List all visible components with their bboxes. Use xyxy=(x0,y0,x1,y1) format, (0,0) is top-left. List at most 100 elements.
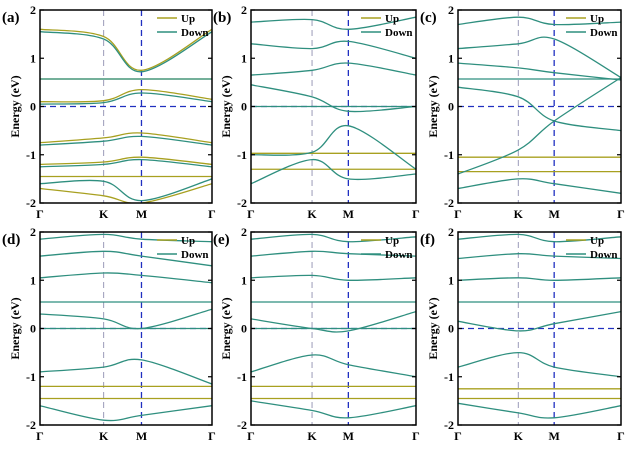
band-down xyxy=(251,125,416,170)
legend-label-up: Up xyxy=(590,235,604,247)
legend-label-up: Up xyxy=(181,235,195,247)
band-up xyxy=(40,88,212,103)
band-down xyxy=(40,358,212,385)
x-tick-label: M xyxy=(549,207,560,221)
y-tick-label: -2 xyxy=(237,418,247,432)
bands xyxy=(458,16,621,194)
band-down xyxy=(40,158,212,168)
legend-label-down: Down xyxy=(385,249,413,261)
y-tick-label: -2 xyxy=(26,418,36,432)
legend-label-down: Down xyxy=(385,27,413,39)
panel-label: (f) xyxy=(420,232,435,248)
band-up xyxy=(40,132,212,144)
y-tick-label: 2 xyxy=(448,3,454,17)
band-down xyxy=(251,310,416,333)
band-down xyxy=(40,135,212,146)
band-down xyxy=(458,310,621,332)
y-tick-label: -2 xyxy=(26,196,36,210)
band-down xyxy=(458,16,621,26)
y-tick-label: 0 xyxy=(241,322,247,336)
x-tick-label: Γ xyxy=(36,207,44,221)
legend-label-up: Up xyxy=(181,13,195,25)
legend: Up Down xyxy=(361,235,413,261)
legend-label-down: Down xyxy=(181,27,209,39)
y-axis-label: Energy (eV) xyxy=(219,297,233,359)
x-tick-label: K xyxy=(99,429,109,443)
x-tick-label: Γ xyxy=(454,429,462,443)
y-tick-label: -1 xyxy=(237,148,247,162)
band-down xyxy=(40,272,212,284)
y-tick-label: 2 xyxy=(30,3,36,17)
x-tick-label: Γ xyxy=(208,429,216,443)
y-tick-label: 2 xyxy=(30,225,36,239)
legend: Up Down xyxy=(566,235,618,261)
legend-label-down: Down xyxy=(590,27,618,39)
x-tick-label: M xyxy=(136,207,147,221)
band-down xyxy=(40,250,212,267)
band-down xyxy=(458,76,621,175)
y-tick-label: -2 xyxy=(444,196,454,210)
band-down xyxy=(251,400,416,419)
y-tick-label: -2 xyxy=(237,196,247,210)
band-down xyxy=(458,178,621,194)
bands xyxy=(40,233,212,422)
band-down xyxy=(458,62,621,81)
y-tick-label: -1 xyxy=(26,370,36,384)
y-axis-label: Energy (eV) xyxy=(8,75,22,137)
panel-label: (b) xyxy=(213,10,231,26)
x-tick-label: Γ xyxy=(412,429,420,443)
y-tick-label: 1 xyxy=(448,273,454,287)
y-tick-label: 2 xyxy=(241,3,247,17)
band-down xyxy=(40,405,212,422)
legend-label-up: Up xyxy=(385,235,399,247)
legend: Up Down xyxy=(566,13,618,39)
panel-label: (a) xyxy=(2,10,20,26)
y-tick-label: 1 xyxy=(30,51,36,65)
y-tick-label: -1 xyxy=(444,148,454,162)
x-tick-label: Γ xyxy=(617,429,625,443)
y-axis-label: Energy (eV) xyxy=(426,75,440,137)
legend: Up Down xyxy=(361,13,413,39)
band-down xyxy=(251,233,416,243)
panel-label: (d) xyxy=(2,232,20,248)
legend-label-up: Up xyxy=(385,13,399,25)
bands xyxy=(251,233,416,419)
band-down xyxy=(251,40,416,59)
band-down xyxy=(458,351,621,378)
y-tick-label: 0 xyxy=(30,100,36,114)
band-down xyxy=(251,354,416,378)
y-tick-label: 0 xyxy=(30,322,36,336)
band-up xyxy=(40,183,212,203)
y-tick-label: -1 xyxy=(444,370,454,384)
y-axis-label: Energy (eV) xyxy=(219,75,233,137)
band-down xyxy=(251,62,416,76)
y-tick-label: 0 xyxy=(241,100,247,114)
band-down xyxy=(40,31,212,73)
band-up xyxy=(40,28,212,71)
band-down xyxy=(251,250,416,257)
x-tick-label: Γ xyxy=(412,207,420,221)
band-up xyxy=(40,156,212,166)
bands xyxy=(251,16,416,185)
legend-label-up: Up xyxy=(590,13,604,25)
x-tick-label: K xyxy=(514,207,524,221)
x-tick-label: M xyxy=(549,429,560,443)
y-tick-label: -2 xyxy=(444,418,454,432)
legend-label-down: Down xyxy=(181,249,209,261)
y-axis-label: Energy (eV) xyxy=(426,297,440,359)
x-tick-label: K xyxy=(307,207,317,221)
panel-label: (c) xyxy=(420,10,437,26)
legend: Up Down xyxy=(157,235,209,261)
x-tick-label: Γ xyxy=(454,207,462,221)
y-tick-label: 1 xyxy=(30,273,36,287)
band-down xyxy=(251,16,416,30)
band-down xyxy=(458,277,621,281)
x-tick-label: Γ xyxy=(247,429,255,443)
x-tick-label: M xyxy=(343,429,354,443)
